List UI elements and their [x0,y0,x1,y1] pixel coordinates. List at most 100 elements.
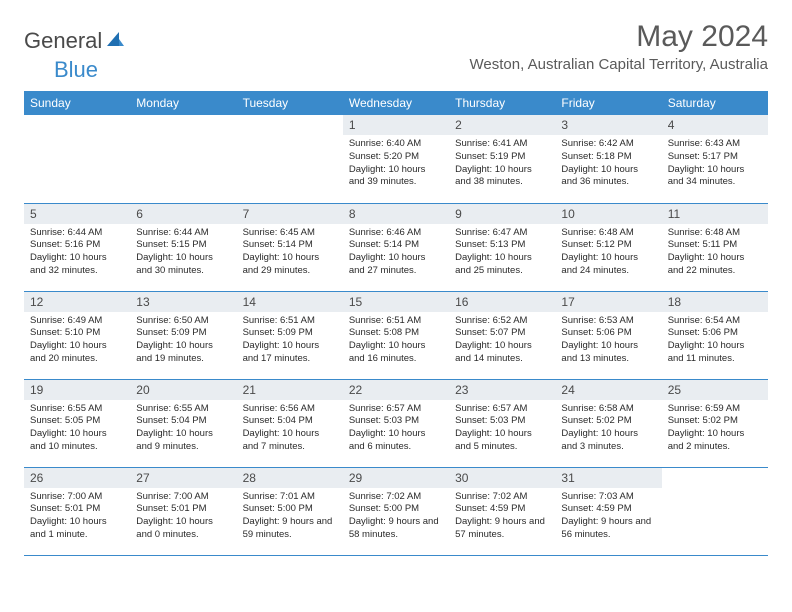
calendar-day: 30Sunrise: 7:02 AMSunset: 4:59 PMDayligh… [449,467,555,555]
day-number: 5 [24,204,130,224]
day-number: 23 [449,380,555,400]
calendar-table: SundayMondayTuesdayWednesdayThursdayFrid… [24,91,768,556]
day-details: Sunrise: 7:02 AMSunset: 5:00 PMDaylight:… [343,488,449,546]
calendar-page: General May 2024 Weston, Australian Capi… [0,0,792,576]
day-header-monday: Monday [130,91,236,115]
day-details: Sunrise: 7:01 AMSunset: 5:00 PMDaylight:… [237,488,343,546]
calendar-day: 9Sunrise: 6:47 AMSunset: 5:13 PMDaylight… [449,203,555,291]
calendar-day: 24Sunrise: 6:58 AMSunset: 5:02 PMDayligh… [555,379,661,467]
day-number: 6 [130,204,236,224]
day-number: 19 [24,380,130,400]
day-details: Sunrise: 6:57 AMSunset: 5:03 PMDaylight:… [343,400,449,458]
day-details: Sunrise: 6:52 AMSunset: 5:07 PMDaylight:… [449,312,555,370]
day-number: 10 [555,204,661,224]
calendar-empty [24,115,130,203]
day-number: 17 [555,292,661,312]
day-details: Sunrise: 7:00 AMSunset: 5:01 PMDaylight:… [24,488,130,546]
calendar-day: 27Sunrise: 7:00 AMSunset: 5:01 PMDayligh… [130,467,236,555]
calendar-day: 6Sunrise: 6:44 AMSunset: 5:15 PMDaylight… [130,203,236,291]
day-details: Sunrise: 6:48 AMSunset: 5:12 PMDaylight:… [555,224,661,282]
day-details: Sunrise: 6:53 AMSunset: 5:06 PMDaylight:… [555,312,661,370]
day-details: Sunrise: 6:49 AMSunset: 5:10 PMDaylight:… [24,312,130,370]
day-number: 14 [237,292,343,312]
calendar-day: 19Sunrise: 6:55 AMSunset: 5:05 PMDayligh… [24,379,130,467]
day-number: 21 [237,380,343,400]
day-details: Sunrise: 6:41 AMSunset: 5:19 PMDaylight:… [449,135,555,193]
day-header-thursday: Thursday [449,91,555,115]
day-details: Sunrise: 6:44 AMSunset: 5:15 PMDaylight:… [130,224,236,282]
day-details: Sunrise: 6:54 AMSunset: 5:06 PMDaylight:… [662,312,768,370]
day-details: Sunrise: 6:58 AMSunset: 5:02 PMDaylight:… [555,400,661,458]
calendar-day: 4Sunrise: 6:43 AMSunset: 5:17 PMDaylight… [662,115,768,203]
day-number: 24 [555,380,661,400]
day-number: 22 [343,380,449,400]
calendar-day: 2Sunrise: 6:41 AMSunset: 5:19 PMDaylight… [449,115,555,203]
calendar-day: 1Sunrise: 6:40 AMSunset: 5:20 PMDaylight… [343,115,449,203]
calendar-day: 13Sunrise: 6:50 AMSunset: 5:09 PMDayligh… [130,291,236,379]
calendar-day: 28Sunrise: 7:01 AMSunset: 5:00 PMDayligh… [237,467,343,555]
calendar-day: 8Sunrise: 6:46 AMSunset: 5:14 PMDaylight… [343,203,449,291]
day-details: Sunrise: 6:46 AMSunset: 5:14 PMDaylight:… [343,224,449,282]
calendar-day: 5Sunrise: 6:44 AMSunset: 5:16 PMDaylight… [24,203,130,291]
calendar-week: 12Sunrise: 6:49 AMSunset: 5:10 PMDayligh… [24,291,768,379]
day-number: 20 [130,380,236,400]
calendar-day: 16Sunrise: 6:52 AMSunset: 5:07 PMDayligh… [449,291,555,379]
calendar-week: 1Sunrise: 6:40 AMSunset: 5:20 PMDaylight… [24,115,768,203]
day-details: Sunrise: 6:44 AMSunset: 5:16 PMDaylight:… [24,224,130,282]
calendar-day: 12Sunrise: 6:49 AMSunset: 5:10 PMDayligh… [24,291,130,379]
day-number: 16 [449,292,555,312]
calendar-day: 31Sunrise: 7:03 AMSunset: 4:59 PMDayligh… [555,467,661,555]
day-details: Sunrise: 6:59 AMSunset: 5:02 PMDaylight:… [662,400,768,458]
day-number: 12 [24,292,130,312]
day-details: Sunrise: 6:45 AMSunset: 5:14 PMDaylight:… [237,224,343,282]
calendar-day: 3Sunrise: 6:42 AMSunset: 5:18 PMDaylight… [555,115,661,203]
day-details: Sunrise: 6:43 AMSunset: 5:17 PMDaylight:… [662,135,768,193]
day-number: 1 [343,115,449,135]
calendar-week: 5Sunrise: 6:44 AMSunset: 5:16 PMDaylight… [24,203,768,291]
calendar-day: 15Sunrise: 6:51 AMSunset: 5:08 PMDayligh… [343,291,449,379]
calendar-body: 1Sunrise: 6:40 AMSunset: 5:20 PMDaylight… [24,115,768,555]
day-details: Sunrise: 6:42 AMSunset: 5:18 PMDaylight:… [555,135,661,193]
day-number: 30 [449,468,555,488]
calendar-day: 26Sunrise: 7:00 AMSunset: 5:01 PMDayligh… [24,467,130,555]
day-number: 18 [662,292,768,312]
calendar-week: 26Sunrise: 7:00 AMSunset: 5:01 PMDayligh… [24,467,768,555]
title-block: May 2024 Weston, Australian Capital Terr… [470,20,768,73]
day-details: Sunrise: 6:55 AMSunset: 5:04 PMDaylight:… [130,400,236,458]
brand-part1: General [24,28,102,54]
calendar-day: 10Sunrise: 6:48 AMSunset: 5:12 PMDayligh… [555,203,661,291]
brand-sail-icon [105,30,125,53]
day-details: Sunrise: 6:57 AMSunset: 5:03 PMDaylight:… [449,400,555,458]
day-number: 4 [662,115,768,135]
day-details: Sunrise: 6:40 AMSunset: 5:20 PMDaylight:… [343,135,449,193]
day-number: 31 [555,468,661,488]
day-number: 25 [662,380,768,400]
location-text: Weston, Australian Capital Territory, Au… [470,56,768,73]
calendar-day: 17Sunrise: 6:53 AMSunset: 5:06 PMDayligh… [555,291,661,379]
day-details: Sunrise: 7:03 AMSunset: 4:59 PMDaylight:… [555,488,661,546]
day-details: Sunrise: 7:00 AMSunset: 5:01 PMDaylight:… [130,488,236,546]
day-number: 26 [24,468,130,488]
day-number: 2 [449,115,555,135]
day-header-saturday: Saturday [662,91,768,115]
calendar-day: 29Sunrise: 7:02 AMSunset: 5:00 PMDayligh… [343,467,449,555]
day-details: Sunrise: 6:48 AMSunset: 5:11 PMDaylight:… [662,224,768,282]
calendar-empty [662,467,768,555]
calendar-day: 14Sunrise: 6:51 AMSunset: 5:09 PMDayligh… [237,291,343,379]
day-details: Sunrise: 7:02 AMSunset: 4:59 PMDaylight:… [449,488,555,546]
calendar-day: 21Sunrise: 6:56 AMSunset: 5:04 PMDayligh… [237,379,343,467]
day-number: 15 [343,292,449,312]
day-number: 7 [237,204,343,224]
day-number: 3 [555,115,661,135]
brand-logo: General [24,20,127,54]
day-details: Sunrise: 6:55 AMSunset: 5:05 PMDaylight:… [24,400,130,458]
calendar-day: 20Sunrise: 6:55 AMSunset: 5:04 PMDayligh… [130,379,236,467]
day-header-wednesday: Wednesday [343,91,449,115]
day-number: 29 [343,468,449,488]
day-header-tuesday: Tuesday [237,91,343,115]
day-details: Sunrise: 6:51 AMSunset: 5:08 PMDaylight:… [343,312,449,370]
day-number: 13 [130,292,236,312]
calendar-week: 19Sunrise: 6:55 AMSunset: 5:05 PMDayligh… [24,379,768,467]
brand-part2: Blue [54,57,98,82]
calendar-day: 23Sunrise: 6:57 AMSunset: 5:03 PMDayligh… [449,379,555,467]
